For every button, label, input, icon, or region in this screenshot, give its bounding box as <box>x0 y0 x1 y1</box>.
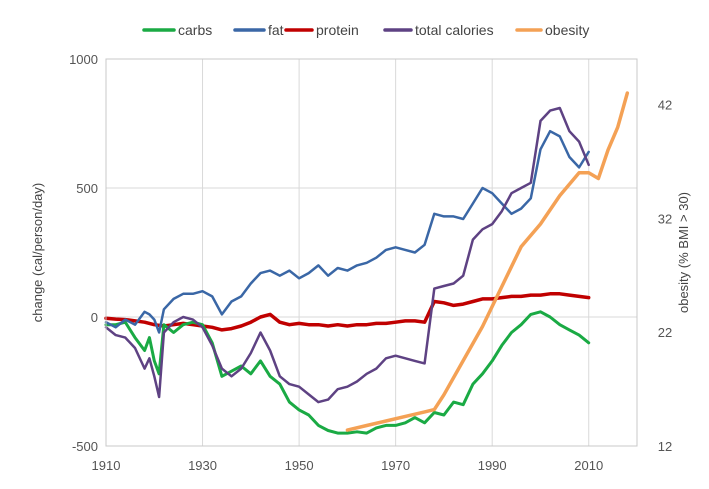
y-axis-label: change (cal/person/day) <box>30 183 45 322</box>
series-line-obesity <box>345 91 630 432</box>
y-axis-ticks: -500 0 500 1000 <box>69 52 98 454</box>
x-tick-label: 1990 <box>478 458 507 473</box>
y2-tick-label: 32 <box>658 211 672 226</box>
series-line-protein <box>104 292 591 332</box>
x-tick-label: 1930 <box>188 458 217 473</box>
x-tick-label: 1970 <box>381 458 410 473</box>
y-tick-label: -500 <box>72 439 98 454</box>
y2-tick-label: 22 <box>658 325 672 340</box>
y2-axis-label: obesity (% BMI > 30) <box>676 192 691 313</box>
series-line-carbs <box>104 310 591 435</box>
legend-item-obesity: obesity <box>515 22 589 38</box>
x-tick-label: 1950 <box>285 458 314 473</box>
legend-item-fat: fat <box>233 22 284 38</box>
series-line-fat <box>104 129 590 334</box>
y2-axis-ticks: 12 22 32 42 <box>658 98 672 454</box>
x-tick-label: 2010 <box>574 458 603 473</box>
legend-item-carbs: carbs <box>142 22 212 38</box>
y2-tick-label: 42 <box>658 98 672 113</box>
legend-label: obesity <box>545 22 589 38</box>
y-tick-label: 0 <box>91 310 98 325</box>
y2-tick-label: 12 <box>658 439 672 454</box>
legend-item-protein: protein <box>284 22 359 38</box>
gridlines <box>105 58 637 447</box>
series-layer <box>104 91 630 435</box>
legend-label: fat <box>268 22 284 38</box>
plot-frame <box>105 58 638 447</box>
x-axis-ticks: 1910 1930 1950 1970 1990 2010 <box>92 458 604 473</box>
y-tick-label: 1000 <box>69 52 98 67</box>
legend: carbs fat protein total calories obesity <box>142 22 589 38</box>
series-line-total-calories <box>104 106 590 404</box>
x-tick-label: 1910 <box>92 458 121 473</box>
legend-label: total calories <box>415 22 494 38</box>
y-tick-label: 500 <box>76 181 98 196</box>
legend-item-total-calories: total calories <box>383 22 494 38</box>
legend-label: carbs <box>178 22 212 38</box>
legend-label: protein <box>316 22 359 38</box>
